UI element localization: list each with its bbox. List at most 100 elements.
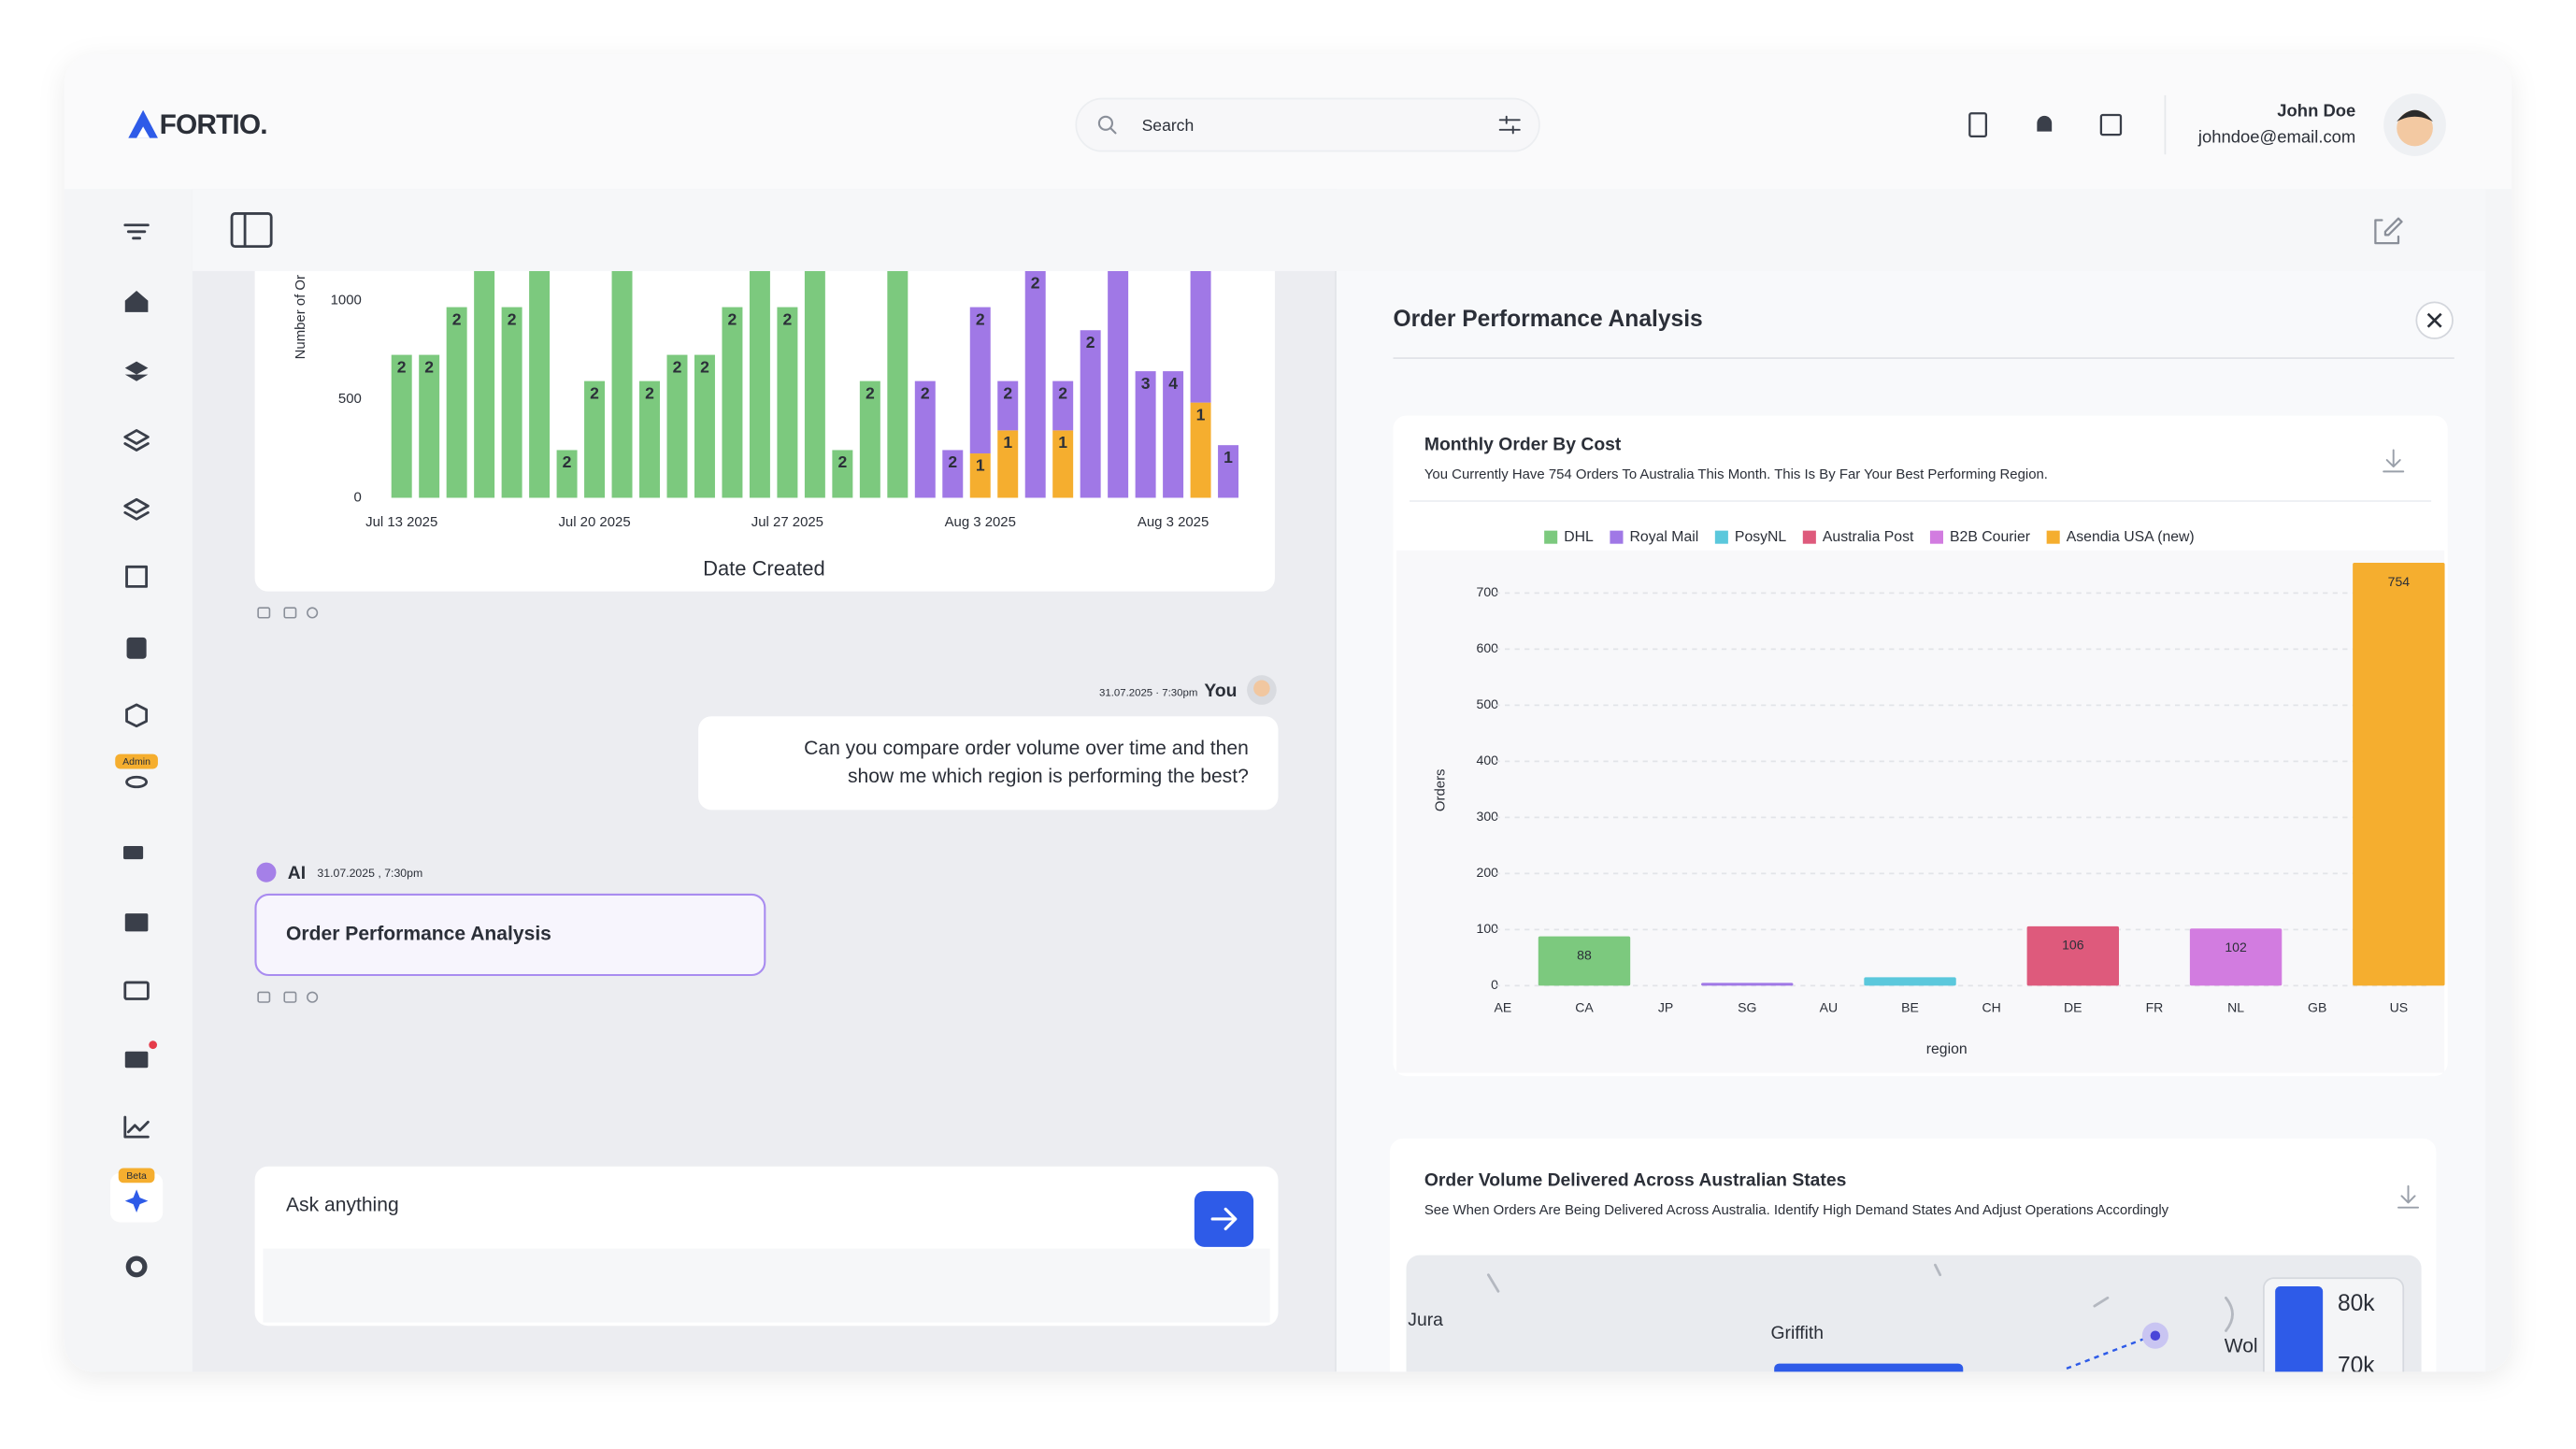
- admin-badge: [115, 753, 158, 769]
- nav-icon[interactable]: [125, 1255, 148, 1278]
- ai-result-title[interactable]: Order Performance Analysis: [286, 924, 551, 945]
- close-icon: [2426, 312, 2442, 328]
- legend-swatch: [1610, 530, 1624, 544]
- bar-label: 1: [1224, 448, 1233, 466]
- nav-icon[interactable]: [125, 565, 149, 588]
- bar-label: 2: [508, 309, 517, 328]
- download-button[interactable]: [2383, 449, 2405, 473]
- message-time: 31.07.2025 · 7:30pm: [1099, 688, 1197, 699]
- nav-icon[interactable]: [123, 497, 150, 521]
- beta-badge-text: Beta: [126, 1170, 147, 1182]
- nav-icon[interactable]: [123, 846, 144, 860]
- y-tick-label: 400: [1477, 753, 1499, 768]
- nav-icon[interactable]: [124, 361, 149, 381]
- bar: [997, 380, 1019, 431]
- bar: [722, 307, 743, 498]
- bar: [446, 307, 467, 498]
- y-axis-title: Number of Or: [293, 275, 308, 359]
- search-box[interactable]: [1075, 97, 1540, 152]
- x-tick-label: GB: [2308, 1000, 2326, 1015]
- avatar-hair: [2397, 109, 2433, 122]
- bar: [666, 354, 688, 498]
- nav-icon[interactable]: [125, 775, 149, 789]
- edit-button[interactable]: [2374, 217, 2403, 245]
- filter-button[interactable]: [1498, 115, 1521, 135]
- bar: [1701, 983, 1794, 986]
- bar: [859, 380, 880, 498]
- map-route: [2066, 1338, 2145, 1370]
- x-tick-label: Aug 3 2025: [945, 514, 1016, 530]
- x-tick-label: US: [2390, 1000, 2409, 1015]
- x-tick-label: Jul 13 2025: [365, 514, 437, 530]
- bar: [529, 270, 551, 498]
- x-tick-label: CA: [1575, 1000, 1594, 1015]
- calculator-button[interactable]: [1968, 112, 1988, 138]
- calendar-button[interactable]: [2099, 113, 2123, 136]
- bar-label: 2: [1058, 383, 1067, 402]
- download-button[interactable]: [2397, 1184, 2420, 1209]
- bar: [969, 307, 991, 454]
- nav-icon[interactable]: [123, 223, 150, 240]
- nav-icon[interactable]: [123, 1115, 150, 1139]
- feedback-icons[interactable]: [257, 607, 319, 1003]
- bar-label: 2: [1031, 274, 1040, 293]
- bar: [887, 270, 909, 498]
- y-tick-label: 1000: [331, 293, 362, 308]
- y-tick-label: 500: [338, 391, 362, 407]
- bar: [777, 307, 798, 498]
- nav-icon[interactable]: [123, 429, 150, 452]
- map[interactable]: [1406, 1255, 2422, 1420]
- bar: [1864, 977, 1956, 986]
- y-tick-label: 0: [354, 489, 362, 505]
- x-tick-label: BE: [1901, 1000, 1919, 1015]
- y-axis-title: Orders: [1432, 768, 1448, 811]
- map-subtitle: See When Orders Are Being Delivered Acro…: [1424, 1202, 2169, 1218]
- legend-swatch: [2046, 530, 2060, 544]
- bar-label: 2: [728, 309, 737, 328]
- y-tick-label: 300: [1477, 809, 1499, 824]
- bar-label: 2: [948, 452, 957, 471]
- chart-plot: 0 100 200 300 400 500 600 700 AE CA 88 JP SG AU BE CH DE…: [1477, 529, 2445, 1015]
- map-route: [1774, 1363, 1964, 1372]
- user-bubble: [698, 716, 1279, 811]
- nav-icon[interactable]: [126, 637, 147, 659]
- bar-label: 88: [1577, 947, 1592, 962]
- bar-label: 1: [1003, 433, 1012, 452]
- bar-label: 754: [2388, 574, 2411, 589]
- user-label: You: [1204, 681, 1237, 701]
- bar: [1108, 270, 1129, 498]
- legend-label: Asendia USA (new): [2067, 529, 2195, 545]
- nav-icon[interactable]: [124, 1051, 149, 1069]
- map-place: Jura: [1408, 1311, 1443, 1330]
- bar-label: 2: [452, 309, 462, 328]
- notifications-button[interactable]: [2034, 115, 2054, 132]
- search-placeholder[interactable]: Search: [1142, 116, 1195, 135]
- y-tick-label: 200: [1477, 865, 1499, 880]
- bar: [1052, 380, 1074, 431]
- plot-background: [1395, 550, 2445, 1073]
- bar: [556, 450, 578, 498]
- bar: [1218, 445, 1239, 498]
- nav-icon[interactable]: [125, 703, 149, 728]
- input-placeholder[interactable]: Ask anything: [286, 1194, 399, 1215]
- bar: [501, 307, 522, 498]
- bar: [749, 270, 770, 498]
- x-tick-label: Jul 27 2025: [751, 514, 823, 530]
- nav-icon[interactable]: [124, 291, 149, 312]
- map-legend-label: 80k: [2338, 1291, 2375, 1316]
- bar-label: 2: [1003, 383, 1012, 402]
- map-legend-bar: [2275, 1286, 2324, 1372]
- bar-label: 1: [1196, 405, 1206, 423]
- bar-label: 4: [1168, 374, 1178, 393]
- bar: [639, 380, 660, 498]
- x-axis-title: Date Created: [703, 557, 825, 581]
- ai-result-card[interactable]: [254, 893, 766, 977]
- y-tick-label: 0: [1491, 977, 1498, 992]
- nav-icon[interactable]: [124, 913, 149, 932]
- toggle-panel-button[interactable]: [230, 212, 273, 249]
- send-icon: [1210, 1207, 1238, 1231]
- y-tick-label: 100: [1477, 921, 1499, 936]
- map-place: Wol: [2225, 1336, 2258, 1357]
- nav-icon[interactable]: [123, 981, 150, 1000]
